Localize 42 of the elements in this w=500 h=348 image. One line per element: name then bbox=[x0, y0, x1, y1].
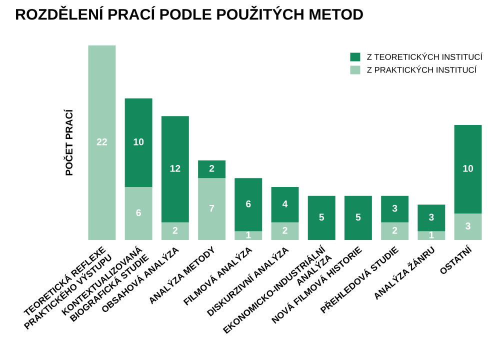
data-label: 12 bbox=[170, 164, 180, 172]
bar bbox=[234, 178, 262, 232]
data-label: 6 bbox=[246, 200, 251, 208]
data-label: 10 bbox=[463, 164, 474, 172]
bar bbox=[234, 231, 262, 240]
bar bbox=[418, 204, 446, 232]
bar bbox=[381, 196, 409, 222]
data-label: 3 bbox=[392, 204, 398, 212]
legend-label: Z PRAKTICKÝCH INSTITUCÍ bbox=[367, 66, 477, 73]
data-label: 2 bbox=[172, 226, 178, 234]
data-label: 2 bbox=[282, 226, 288, 234]
bar bbox=[124, 98, 152, 187]
data-label: 22 bbox=[96, 138, 107, 146]
data-label: 5 bbox=[319, 214, 324, 221]
bar bbox=[418, 231, 446, 240]
legend-label: Z TEORETICKÝCH INSTITUCÍ bbox=[367, 52, 482, 60]
bar bbox=[198, 160, 226, 178]
data-label: 3 bbox=[466, 222, 470, 230]
data-label: 5 bbox=[356, 214, 361, 221]
data-label: 2 bbox=[392, 226, 398, 234]
data-label: 1 bbox=[429, 232, 434, 238]
data-label: 7 bbox=[210, 204, 214, 212]
data-label: 3 bbox=[428, 214, 434, 221]
bar bbox=[454, 124, 482, 214]
bar bbox=[161, 116, 189, 222]
bar bbox=[344, 196, 372, 240]
bar bbox=[88, 45, 116, 240]
bar bbox=[198, 178, 226, 240]
data-label: 10 bbox=[134, 138, 144, 146]
bar bbox=[124, 186, 152, 240]
chart-title: ROZDĚLENÍ PRACÍ PODLE POUŽITÝCH METOD bbox=[16, 6, 363, 20]
bar bbox=[161, 222, 189, 240]
data-label: 6 bbox=[136, 209, 141, 216]
data-label: 2 bbox=[209, 164, 214, 172]
bar bbox=[271, 222, 299, 240]
data-label: 4 bbox=[282, 200, 288, 208]
bar bbox=[381, 222, 409, 240]
y-axis-title: POČET PRACÍ bbox=[64, 109, 73, 176]
data-label: 1 bbox=[246, 232, 251, 238]
bar bbox=[271, 186, 299, 222]
bar bbox=[308, 196, 336, 240]
bar bbox=[454, 214, 482, 240]
